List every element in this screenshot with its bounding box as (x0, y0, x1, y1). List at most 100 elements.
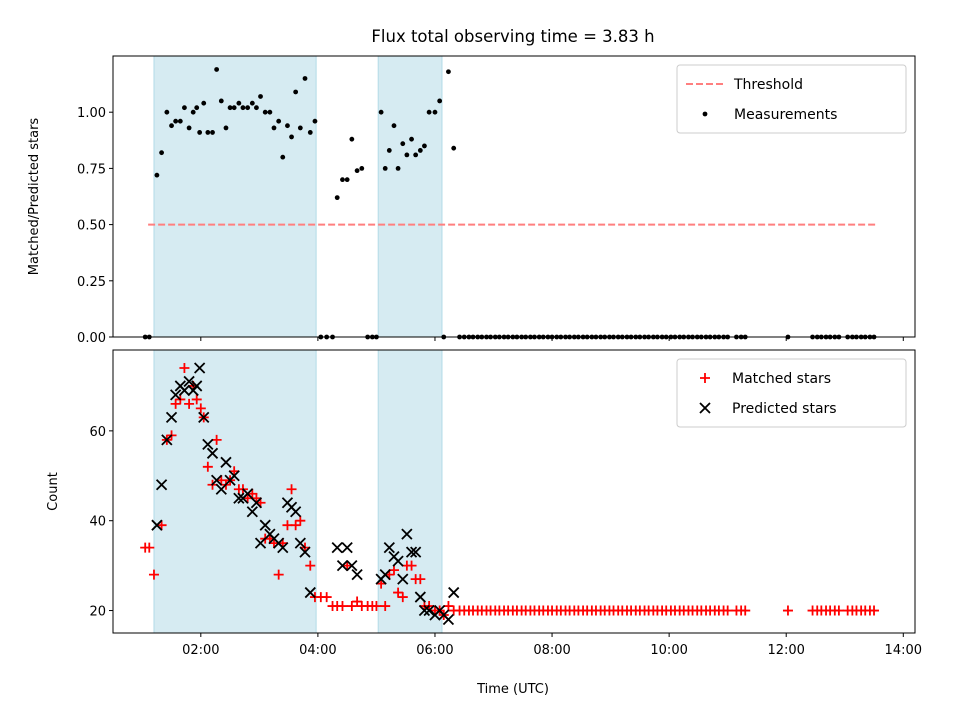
legend-measurement-swatch (702, 111, 708, 117)
predicted-point (170, 389, 182, 401)
measurement-point (386, 148, 392, 153)
ratio-legend: Threshold Measurements (676, 64, 907, 134)
measurement-point (254, 105, 259, 111)
ratio-y-tick-label: 1.00 (77, 106, 106, 121)
matched-point (415, 574, 426, 585)
matched-point (380, 601, 391, 612)
predicted-point (410, 546, 422, 558)
measurement-point (451, 145, 457, 151)
measurement-point (236, 100, 242, 106)
measurement-point (182, 105, 187, 111)
predicted-point (155, 479, 168, 491)
measurement-point (164, 109, 170, 115)
matched-point (342, 560, 353, 571)
predicted-point (351, 568, 363, 581)
measurement-point (437, 98, 443, 104)
predicted-point (448, 586, 460, 599)
measurement-point (422, 143, 427, 149)
measurement-point (391, 123, 397, 129)
predicted-point (304, 586, 316, 599)
matched-point (202, 461, 213, 472)
predicted-point (405, 546, 418, 558)
predicted-point (206, 447, 219, 459)
count-x-tick-label: 08:00 (533, 643, 570, 658)
count-x-tick-label: 04:00 (299, 643, 336, 658)
measurement-point (340, 177, 345, 183)
measurement-point (409, 136, 414, 142)
ratio-y-tick-label: 0.50 (77, 219, 106, 234)
predicted-point (401, 528, 413, 540)
matched-point (170, 398, 181, 409)
measurement-point (400, 141, 406, 147)
measurement-point (240, 105, 246, 111)
matched-point (722, 605, 733, 616)
predicted-point (228, 470, 240, 482)
measurement-point (307, 130, 313, 135)
matched-point (782, 605, 793, 616)
shaded-band (377, 349, 443, 634)
measurement-point (334, 195, 340, 201)
matched-point (184, 398, 195, 409)
count-x-tick-label: 06:00 (416, 643, 453, 658)
measurement-point (312, 118, 318, 124)
predicted-point (259, 519, 271, 531)
matched-point (337, 601, 348, 612)
matched-point (397, 592, 408, 603)
measurement-point (214, 67, 220, 72)
legend-predicted-swatch (699, 402, 711, 414)
predicted-point (331, 542, 343, 554)
measurement-point (245, 105, 251, 111)
measurement-point (349, 136, 355, 142)
measurement-point (186, 125, 192, 131)
matched-point (191, 394, 202, 405)
count-x-tick-label: 02:00 (182, 643, 219, 658)
matched-point (305, 560, 316, 571)
matched-point (352, 596, 363, 607)
predicted-point (383, 542, 395, 554)
matched-point (290, 520, 301, 531)
measurement-point (197, 130, 203, 135)
measurement-point (249, 100, 255, 106)
measurement-point (417, 148, 423, 153)
predicted-point (299, 546, 311, 558)
matched-point (156, 520, 167, 531)
measurement-point (289, 134, 294, 140)
predicted-point (346, 559, 358, 572)
bottom-panel: 20 40 60 02:00 04:00 06:00 08:00 10:00 12:00 14:0… (46, 349, 922, 658)
shaded-band (377, 55, 443, 338)
predicted-point (178, 384, 191, 397)
ratio-y-tick-label: 0.75 (77, 162, 106, 177)
measurement-point (227, 105, 233, 111)
count-y-axis-label: Count (46, 472, 61, 511)
shaded-band (153, 55, 317, 338)
measurement-point (382, 166, 388, 171)
measurement-point (223, 125, 229, 131)
measurement-point (432, 109, 438, 115)
legend-label: Matched stars (732, 371, 831, 387)
matched-point (393, 587, 404, 598)
legend-label: Predicted stars (732, 401, 837, 417)
matched-point (148, 569, 159, 580)
measurement-point (154, 172, 160, 178)
matched-point (216, 475, 227, 486)
legend-matched-swatch (700, 373, 710, 383)
predicted-point (202, 438, 214, 450)
predicted-point (191, 380, 203, 392)
x-axis-label: Time (UTC) (476, 682, 549, 697)
count-axes-frame (112, 349, 916, 634)
predicted-point (215, 483, 227, 495)
count-x-tick-label: 14:00 (885, 643, 922, 658)
predicted-point (198, 411, 210, 424)
matched-point (179, 362, 190, 373)
ratio-y-axis-label: Matched/Predicted stars (27, 118, 42, 276)
measurement-point (267, 109, 273, 115)
predicted-point (161, 434, 173, 446)
matched-point (740, 605, 751, 616)
predicted-point (418, 604, 431, 617)
predicted-point (397, 573, 409, 585)
matched-point (833, 605, 844, 616)
matched-point (869, 605, 880, 616)
measurement-point (276, 118, 282, 124)
predicted-point (151, 519, 163, 531)
